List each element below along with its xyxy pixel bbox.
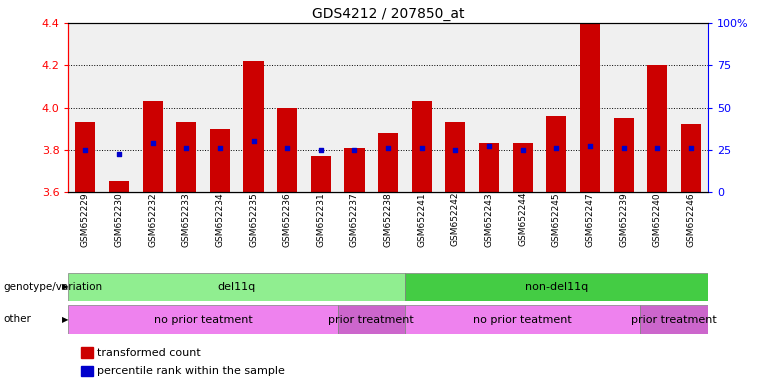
- Text: ▶: ▶: [62, 282, 69, 291]
- Point: [550, 144, 562, 151]
- Text: no prior teatment: no prior teatment: [154, 314, 253, 325]
- Text: GSM652233: GSM652233: [182, 192, 191, 247]
- Bar: [142, 101, 163, 192]
- Point: [651, 144, 664, 151]
- Point: [281, 144, 293, 151]
- Text: GSM652239: GSM652239: [619, 192, 628, 247]
- Bar: [580, 23, 600, 192]
- Text: GSM652238: GSM652238: [384, 192, 393, 247]
- Bar: [479, 143, 499, 192]
- Text: GSM652237: GSM652237: [350, 192, 359, 247]
- Bar: [681, 124, 701, 192]
- Bar: [641, 305, 708, 334]
- Point: [180, 144, 193, 151]
- Bar: [613, 118, 634, 192]
- Text: GSM652244: GSM652244: [518, 192, 527, 247]
- Point: [147, 140, 159, 146]
- Point: [517, 147, 529, 153]
- Point: [113, 151, 125, 157]
- Text: GSM652242: GSM652242: [451, 192, 460, 247]
- Bar: [345, 147, 365, 192]
- Point: [247, 138, 260, 144]
- Text: other: other: [4, 314, 32, 324]
- Text: GSM652229: GSM652229: [81, 192, 90, 247]
- Point: [617, 144, 629, 151]
- Text: GSM652241: GSM652241: [417, 192, 426, 247]
- Point: [584, 142, 596, 149]
- Title: GDS4212 / 207850_at: GDS4212 / 207850_at: [312, 7, 464, 21]
- Bar: [445, 122, 466, 192]
- Point: [214, 144, 226, 151]
- Text: GSM652231: GSM652231: [317, 192, 325, 247]
- Point: [349, 147, 361, 153]
- Bar: [546, 116, 566, 192]
- Text: no prior teatment: no prior teatment: [473, 314, 572, 325]
- Text: GSM652246: GSM652246: [686, 192, 696, 247]
- Text: GSM652230: GSM652230: [114, 192, 123, 247]
- Text: genotype/variation: genotype/variation: [4, 282, 103, 292]
- Bar: [109, 181, 129, 192]
- Bar: [277, 108, 298, 192]
- Text: ▶: ▶: [62, 315, 69, 324]
- Point: [685, 144, 697, 151]
- Bar: [647, 65, 667, 192]
- Point: [416, 144, 428, 151]
- Text: non-del11q: non-del11q: [524, 282, 588, 292]
- Point: [79, 147, 91, 153]
- Text: prior treatment: prior treatment: [329, 314, 414, 325]
- Point: [483, 142, 495, 149]
- Bar: [513, 143, 533, 192]
- Bar: [310, 156, 331, 192]
- Point: [382, 144, 394, 151]
- Text: transformed count: transformed count: [97, 348, 201, 358]
- Bar: [378, 133, 398, 192]
- Bar: [405, 305, 641, 334]
- Bar: [176, 122, 196, 192]
- Point: [315, 147, 327, 153]
- Bar: [68, 305, 338, 334]
- Bar: [405, 273, 708, 301]
- Bar: [81, 366, 93, 376]
- Text: GSM652243: GSM652243: [485, 192, 494, 247]
- Bar: [244, 61, 263, 192]
- Text: GSM652236: GSM652236: [282, 192, 291, 247]
- Text: percentile rank within the sample: percentile rank within the sample: [97, 366, 285, 376]
- Text: del11q: del11q: [218, 282, 256, 292]
- Bar: [81, 347, 93, 358]
- Text: GSM652235: GSM652235: [249, 192, 258, 247]
- Text: GSM652240: GSM652240: [653, 192, 662, 247]
- Text: GSM652247: GSM652247: [585, 192, 594, 247]
- Text: prior treatment: prior treatment: [631, 314, 717, 325]
- Bar: [210, 129, 230, 192]
- Bar: [68, 273, 405, 301]
- Bar: [412, 101, 431, 192]
- Bar: [75, 122, 95, 192]
- Text: GSM652234: GSM652234: [215, 192, 224, 247]
- Point: [449, 147, 461, 153]
- Bar: [338, 305, 405, 334]
- Text: GSM652245: GSM652245: [552, 192, 561, 247]
- Text: GSM652232: GSM652232: [148, 192, 157, 247]
